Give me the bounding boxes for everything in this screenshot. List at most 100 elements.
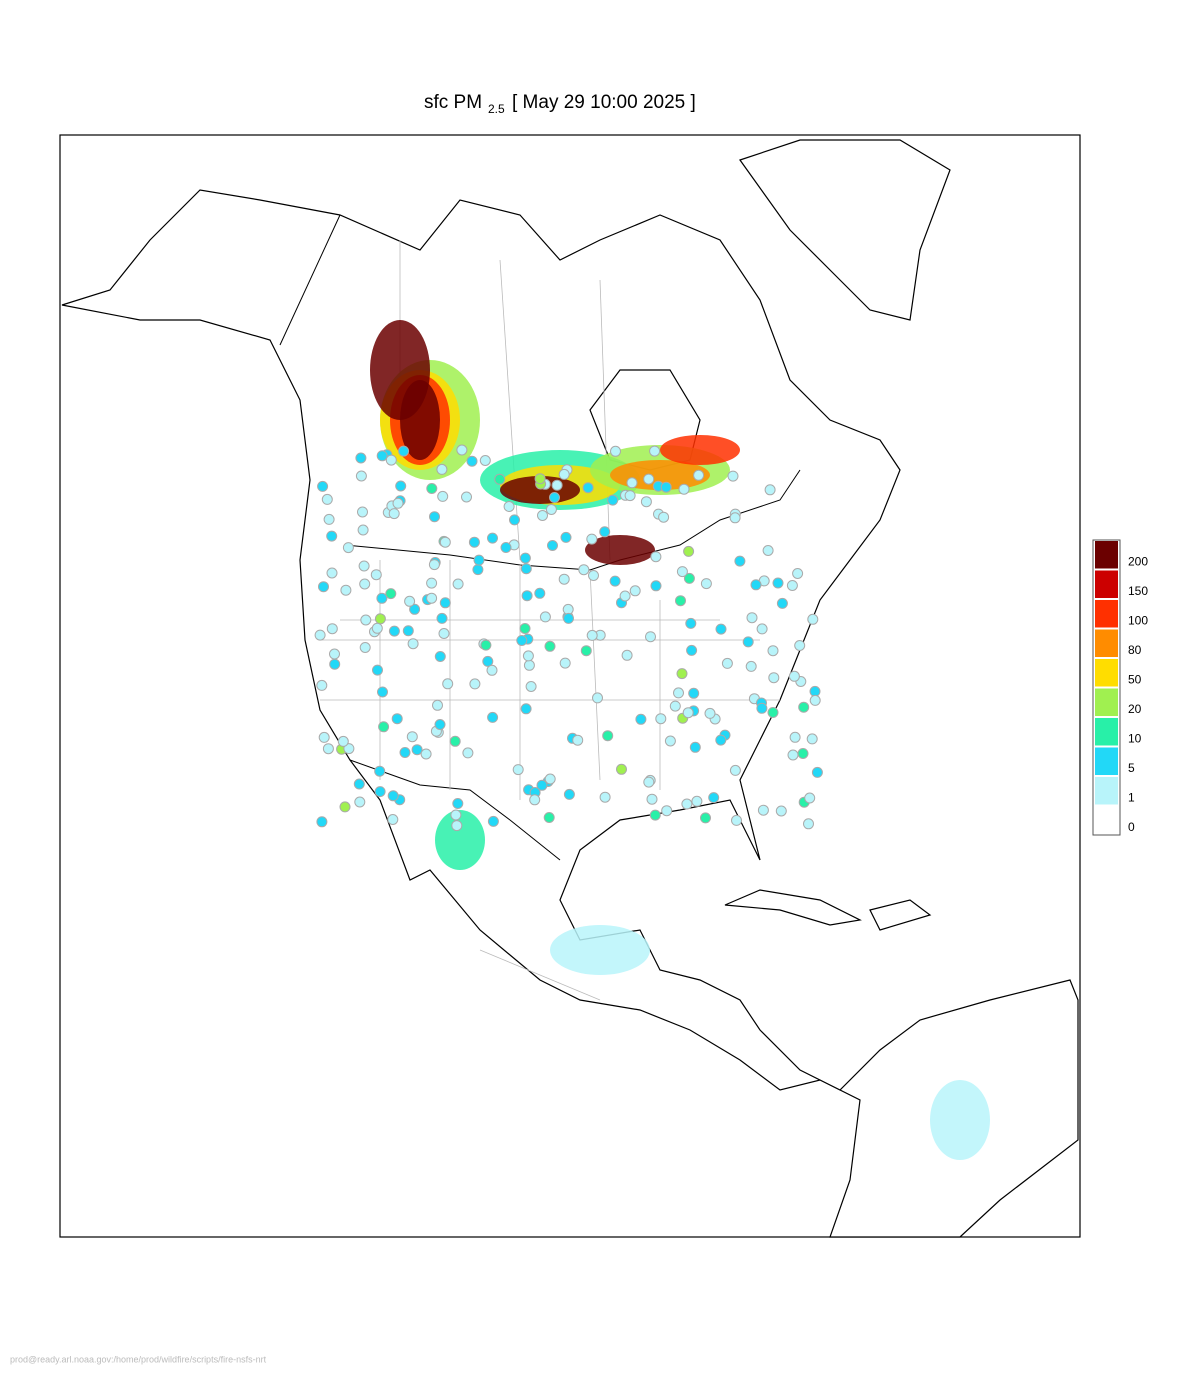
station-dot — [809, 685, 821, 697]
station-dot — [343, 743, 355, 755]
station-dot — [609, 575, 621, 587]
station-dot — [789, 731, 801, 743]
station-dot — [385, 588, 397, 600]
station-dot — [764, 484, 776, 496]
station-dot — [643, 473, 655, 485]
station-dot — [449, 735, 461, 747]
station-dot — [420, 748, 432, 760]
station-dot — [806, 733, 818, 745]
station-dot — [534, 587, 546, 599]
station-dot — [536, 779, 548, 791]
station-dot — [545, 504, 557, 515]
colorbar-box — [1095, 541, 1118, 569]
plume — [435, 810, 485, 870]
station-dot — [318, 731, 330, 743]
colorbar-label: 20 — [1128, 702, 1142, 716]
colorbar-label: 5 — [1128, 761, 1135, 775]
station-dot — [708, 792, 720, 804]
station-dot — [323, 513, 335, 525]
station-dot — [537, 510, 548, 521]
station-dot — [685, 617, 697, 629]
station-dot — [586, 629, 598, 641]
station-dot — [486, 664, 498, 676]
station-dot — [438, 628, 450, 639]
station-dot — [775, 805, 787, 817]
station-dot — [426, 592, 438, 604]
station-dot — [688, 687, 700, 699]
station-dot — [756, 623, 768, 635]
station-dot — [317, 480, 329, 492]
colorbar-box — [1095, 718, 1118, 746]
station-dot — [807, 613, 819, 625]
station-dot — [794, 640, 806, 651]
station-dot — [525, 681, 537, 692]
station-dot — [371, 622, 383, 634]
plume — [585, 535, 655, 565]
station-dot — [650, 551, 662, 563]
station-dot — [462, 747, 474, 759]
station-dot — [428, 559, 440, 571]
station-dot — [398, 445, 410, 457]
station-dot — [522, 650, 534, 662]
station-dot — [318, 581, 329, 593]
station-dot — [560, 531, 572, 543]
station-dot — [436, 463, 448, 475]
station-dot — [655, 713, 667, 725]
station-dot — [354, 796, 366, 808]
station-dot — [549, 492, 560, 503]
station-dot — [756, 702, 768, 714]
station-dot — [358, 560, 370, 572]
station-dot — [451, 820, 463, 832]
station-dot — [675, 595, 686, 607]
station-dot — [635, 713, 647, 725]
station-dot — [772, 577, 784, 589]
station-dot — [509, 514, 520, 526]
station-dot — [399, 747, 411, 758]
station-dot — [809, 694, 821, 706]
station-dot — [376, 592, 388, 604]
station-dot — [482, 655, 494, 667]
station-dot — [616, 763, 627, 775]
station-dot — [582, 482, 594, 494]
station-dot — [544, 773, 556, 785]
station-dot — [580, 645, 592, 657]
station-dot — [520, 703, 532, 715]
station-dot — [376, 450, 388, 462]
station-dot — [715, 623, 727, 635]
station-dot — [559, 657, 571, 669]
station-dot — [669, 700, 681, 712]
station-dot — [558, 468, 570, 480]
plume — [370, 320, 430, 420]
station-dot — [787, 749, 799, 761]
station-dot — [529, 794, 541, 806]
station-dot — [607, 494, 619, 506]
station-dot — [355, 470, 367, 482]
station-dot — [321, 493, 333, 505]
station-dot — [599, 526, 611, 538]
station-dot — [798, 701, 810, 713]
station-dot — [788, 670, 800, 682]
station-dot — [803, 818, 814, 830]
station-dot — [543, 812, 555, 823]
station-dot — [387, 790, 399, 802]
station-dot — [645, 631, 656, 643]
station-dot — [683, 545, 695, 557]
colorbar-box — [1095, 629, 1118, 657]
station-dot — [316, 816, 328, 828]
colorbar-label: 10 — [1128, 731, 1142, 745]
station-dot — [429, 511, 440, 523]
station-dot — [461, 491, 472, 503]
station-dot — [602, 730, 614, 742]
station-dot — [357, 506, 368, 518]
station-dot — [409, 603, 421, 615]
plume — [660, 435, 740, 465]
station-dot — [523, 659, 535, 671]
station-dot — [572, 734, 584, 746]
station-dot — [643, 776, 655, 788]
station-dot — [355, 452, 367, 464]
station-dot — [480, 639, 492, 651]
station-dot — [411, 744, 423, 756]
station-dot — [439, 597, 451, 609]
station-dots — [314, 444, 823, 832]
